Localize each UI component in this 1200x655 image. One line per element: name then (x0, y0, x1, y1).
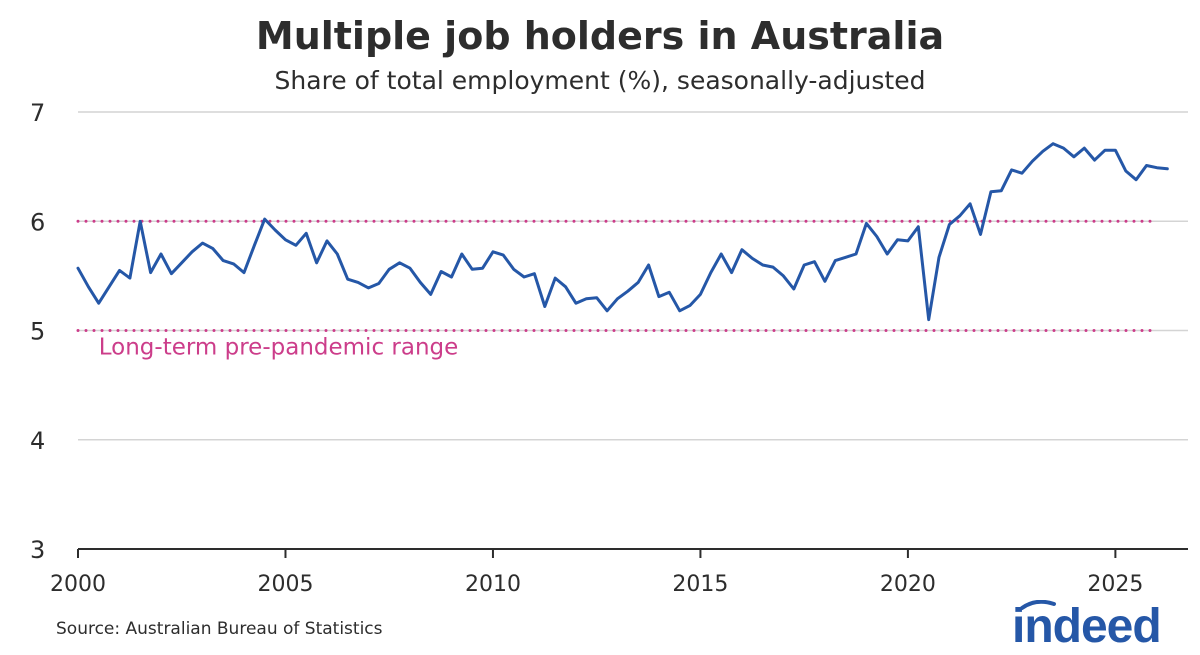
y-tick-label: 7 (30, 99, 45, 127)
indeed-swoosh-icon (1020, 600, 1056, 610)
chart-title: Multiple job holders in Australia (255, 14, 945, 58)
indeed-logo-text: indeed (1012, 600, 1161, 652)
source-note: Source: Australian Bureau of Statistics (56, 619, 383, 639)
chart-subtitle: Share of total employment (%), seasonall… (274, 66, 926, 95)
y-tick-label: 4 (30, 427, 45, 455)
x-tick-label: 2020 (880, 572, 936, 597)
y-tick-label: 3 (30, 536, 45, 564)
series-line (76, 142, 1169, 322)
x-tick-label: 2010 (465, 572, 521, 597)
range-annotation: Long-term pre-pandemic range (99, 335, 459, 361)
y-tick-label: 6 (30, 208, 45, 236)
x-tick-label: 2025 (1087, 572, 1143, 597)
indeed-logo: indeed (1012, 600, 1162, 652)
y-tick-label: 5 (30, 318, 45, 346)
x-tick-label: 2015 (672, 572, 728, 597)
x-tick-label: 2000 (50, 572, 106, 597)
x-tick-label: 2005 (257, 572, 313, 597)
